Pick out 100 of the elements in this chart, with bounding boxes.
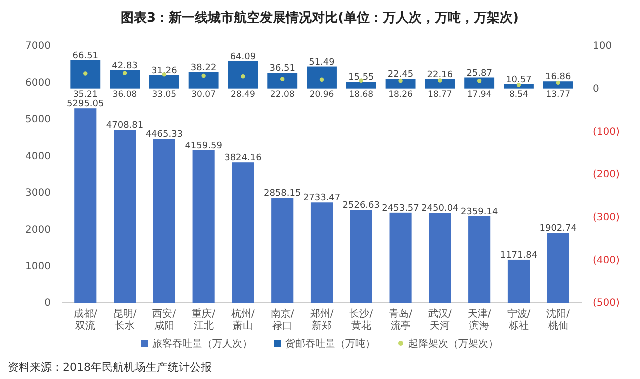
bar — [114, 130, 136, 303]
y-tick-label: 1000 — [26, 261, 51, 272]
y2-tick-label: (200) — [593, 170, 620, 181]
data-label: 4465.33 — [146, 130, 184, 140]
legend-label: 旅客吞吐量（万人次） — [152, 338, 252, 350]
y2-tick-label: (500) — [593, 298, 620, 310]
data-label: 3824.16 — [224, 154, 262, 164]
x-tick-label: 杭州/萧山 — [230, 308, 256, 332]
point — [320, 78, 324, 82]
data-label: 2359.14 — [460, 207, 498, 218]
bar — [429, 213, 452, 303]
x-tick-label: 长沙/黄花 — [350, 308, 374, 332]
data-label: 38.22 — [190, 63, 217, 74]
data-label: 8.54 — [510, 90, 528, 100]
data-label: 25.87 — [466, 68, 492, 79]
data-label: 2526.63 — [342, 201, 380, 212]
data-label: 35.21 — [73, 90, 98, 100]
y-tick-label: 4000 — [26, 151, 51, 162]
data-label: 18.68 — [349, 90, 374, 100]
bar — [346, 82, 376, 89]
data-label: 36.51 — [270, 64, 296, 74]
x-tick-label: 青岛/流亭 — [389, 308, 414, 332]
bar — [504, 84, 534, 89]
y-tick-label: 0 — [44, 298, 51, 310]
bar — [547, 233, 570, 303]
legend-label: 起降架次（万架次） — [408, 338, 498, 350]
data-label: 2453.57 — [382, 204, 420, 214]
x-tick-label: 郑州/新郑 — [310, 308, 334, 332]
data-label: 2450.04 — [422, 204, 460, 214]
bar — [464, 78, 495, 89]
x-tick-label: 成都/双流 — [74, 308, 98, 332]
data-label: 15.55 — [348, 73, 374, 84]
bar — [74, 108, 97, 303]
y2-tick-label: (300) — [593, 212, 620, 224]
point — [438, 78, 442, 83]
data-label: 66.51 — [72, 51, 99, 62]
y2-tick-label: (100) — [593, 126, 620, 138]
data-label: 64.09 — [230, 52, 256, 62]
x-tick-label: 宁波/栎社 — [507, 308, 532, 332]
bar — [149, 75, 180, 89]
data-label: 36.08 — [112, 90, 138, 100]
data-label: 22.16 — [427, 70, 454, 80]
data-label: 4159.59 — [185, 141, 223, 152]
y2-tick-label: 100 — [593, 41, 612, 52]
y2-tick-label: 0 — [593, 84, 600, 96]
data-label: 5295.05 — [67, 100, 104, 110]
data-label: 13.77 — [546, 90, 571, 100]
bar — [307, 66, 337, 89]
point — [556, 80, 560, 86]
data-label: 22.45 — [388, 70, 414, 80]
bar — [232, 162, 254, 303]
data-label: 51.49 — [309, 58, 336, 68]
y-tick-label: 2000 — [26, 224, 51, 236]
bar — [228, 61, 258, 89]
data-label: 2858.15 — [264, 189, 302, 200]
x-tick-label: 西安/咸阳 — [152, 308, 177, 332]
point — [280, 77, 285, 82]
data-label: 17.94 — [467, 90, 492, 100]
point — [477, 79, 482, 84]
data-label: 31.26 — [152, 66, 178, 76]
data-label: 28.49 — [231, 90, 256, 100]
bar — [386, 79, 416, 89]
data-label: 42.83 — [112, 61, 138, 72]
bar — [272, 198, 294, 303]
bar — [543, 82, 574, 89]
bar — [468, 216, 491, 303]
bar — [508, 260, 530, 303]
bar — [310, 202, 334, 303]
text: 资料来源：2018年民航机场生产统计公报 — [8, 361, 212, 374]
y2-tick-label: (400) — [593, 255, 620, 266]
point — [398, 78, 403, 84]
bar — [110, 70, 140, 89]
data-label: 1902.74 — [540, 224, 578, 234]
x-tick-label: 南京/禄口 — [270, 308, 295, 332]
y-tick-label: 6000 — [26, 78, 51, 89]
data-label: 18.26 — [388, 90, 413, 100]
data-label: 20.96 — [310, 90, 334, 100]
data-label: 30.07 — [192, 90, 216, 100]
data-label: 22.08 — [270, 90, 295, 100]
bar — [70, 60, 101, 89]
x-tick-label: 沈阳/桃仙 — [546, 308, 571, 332]
point — [516, 83, 522, 88]
data-label: 2733.47 — [303, 194, 341, 204]
bar — [192, 150, 215, 303]
bar — [425, 79, 456, 89]
point — [122, 71, 128, 76]
x-tick-label: 重庆/江北 — [192, 308, 216, 332]
y-tick-label: 5000 — [26, 114, 51, 126]
bar — [268, 73, 298, 89]
x-tick-label: 武汉/天河 — [428, 308, 452, 332]
y-tick-label: 7000 — [26, 41, 51, 52]
data-label: 4708.81 — [106, 121, 144, 132]
x-tick-label: 天津/滨海 — [468, 308, 492, 332]
bar — [153, 139, 176, 303]
x-tick-label: 昆明/长水 — [113, 309, 138, 332]
data-label: 33.05 — [152, 90, 177, 100]
legend-label: 货邮吞吐量（万吨） — [286, 338, 376, 350]
point — [241, 74, 246, 79]
data-label: 18.77 — [428, 90, 452, 100]
point — [202, 74, 206, 78]
